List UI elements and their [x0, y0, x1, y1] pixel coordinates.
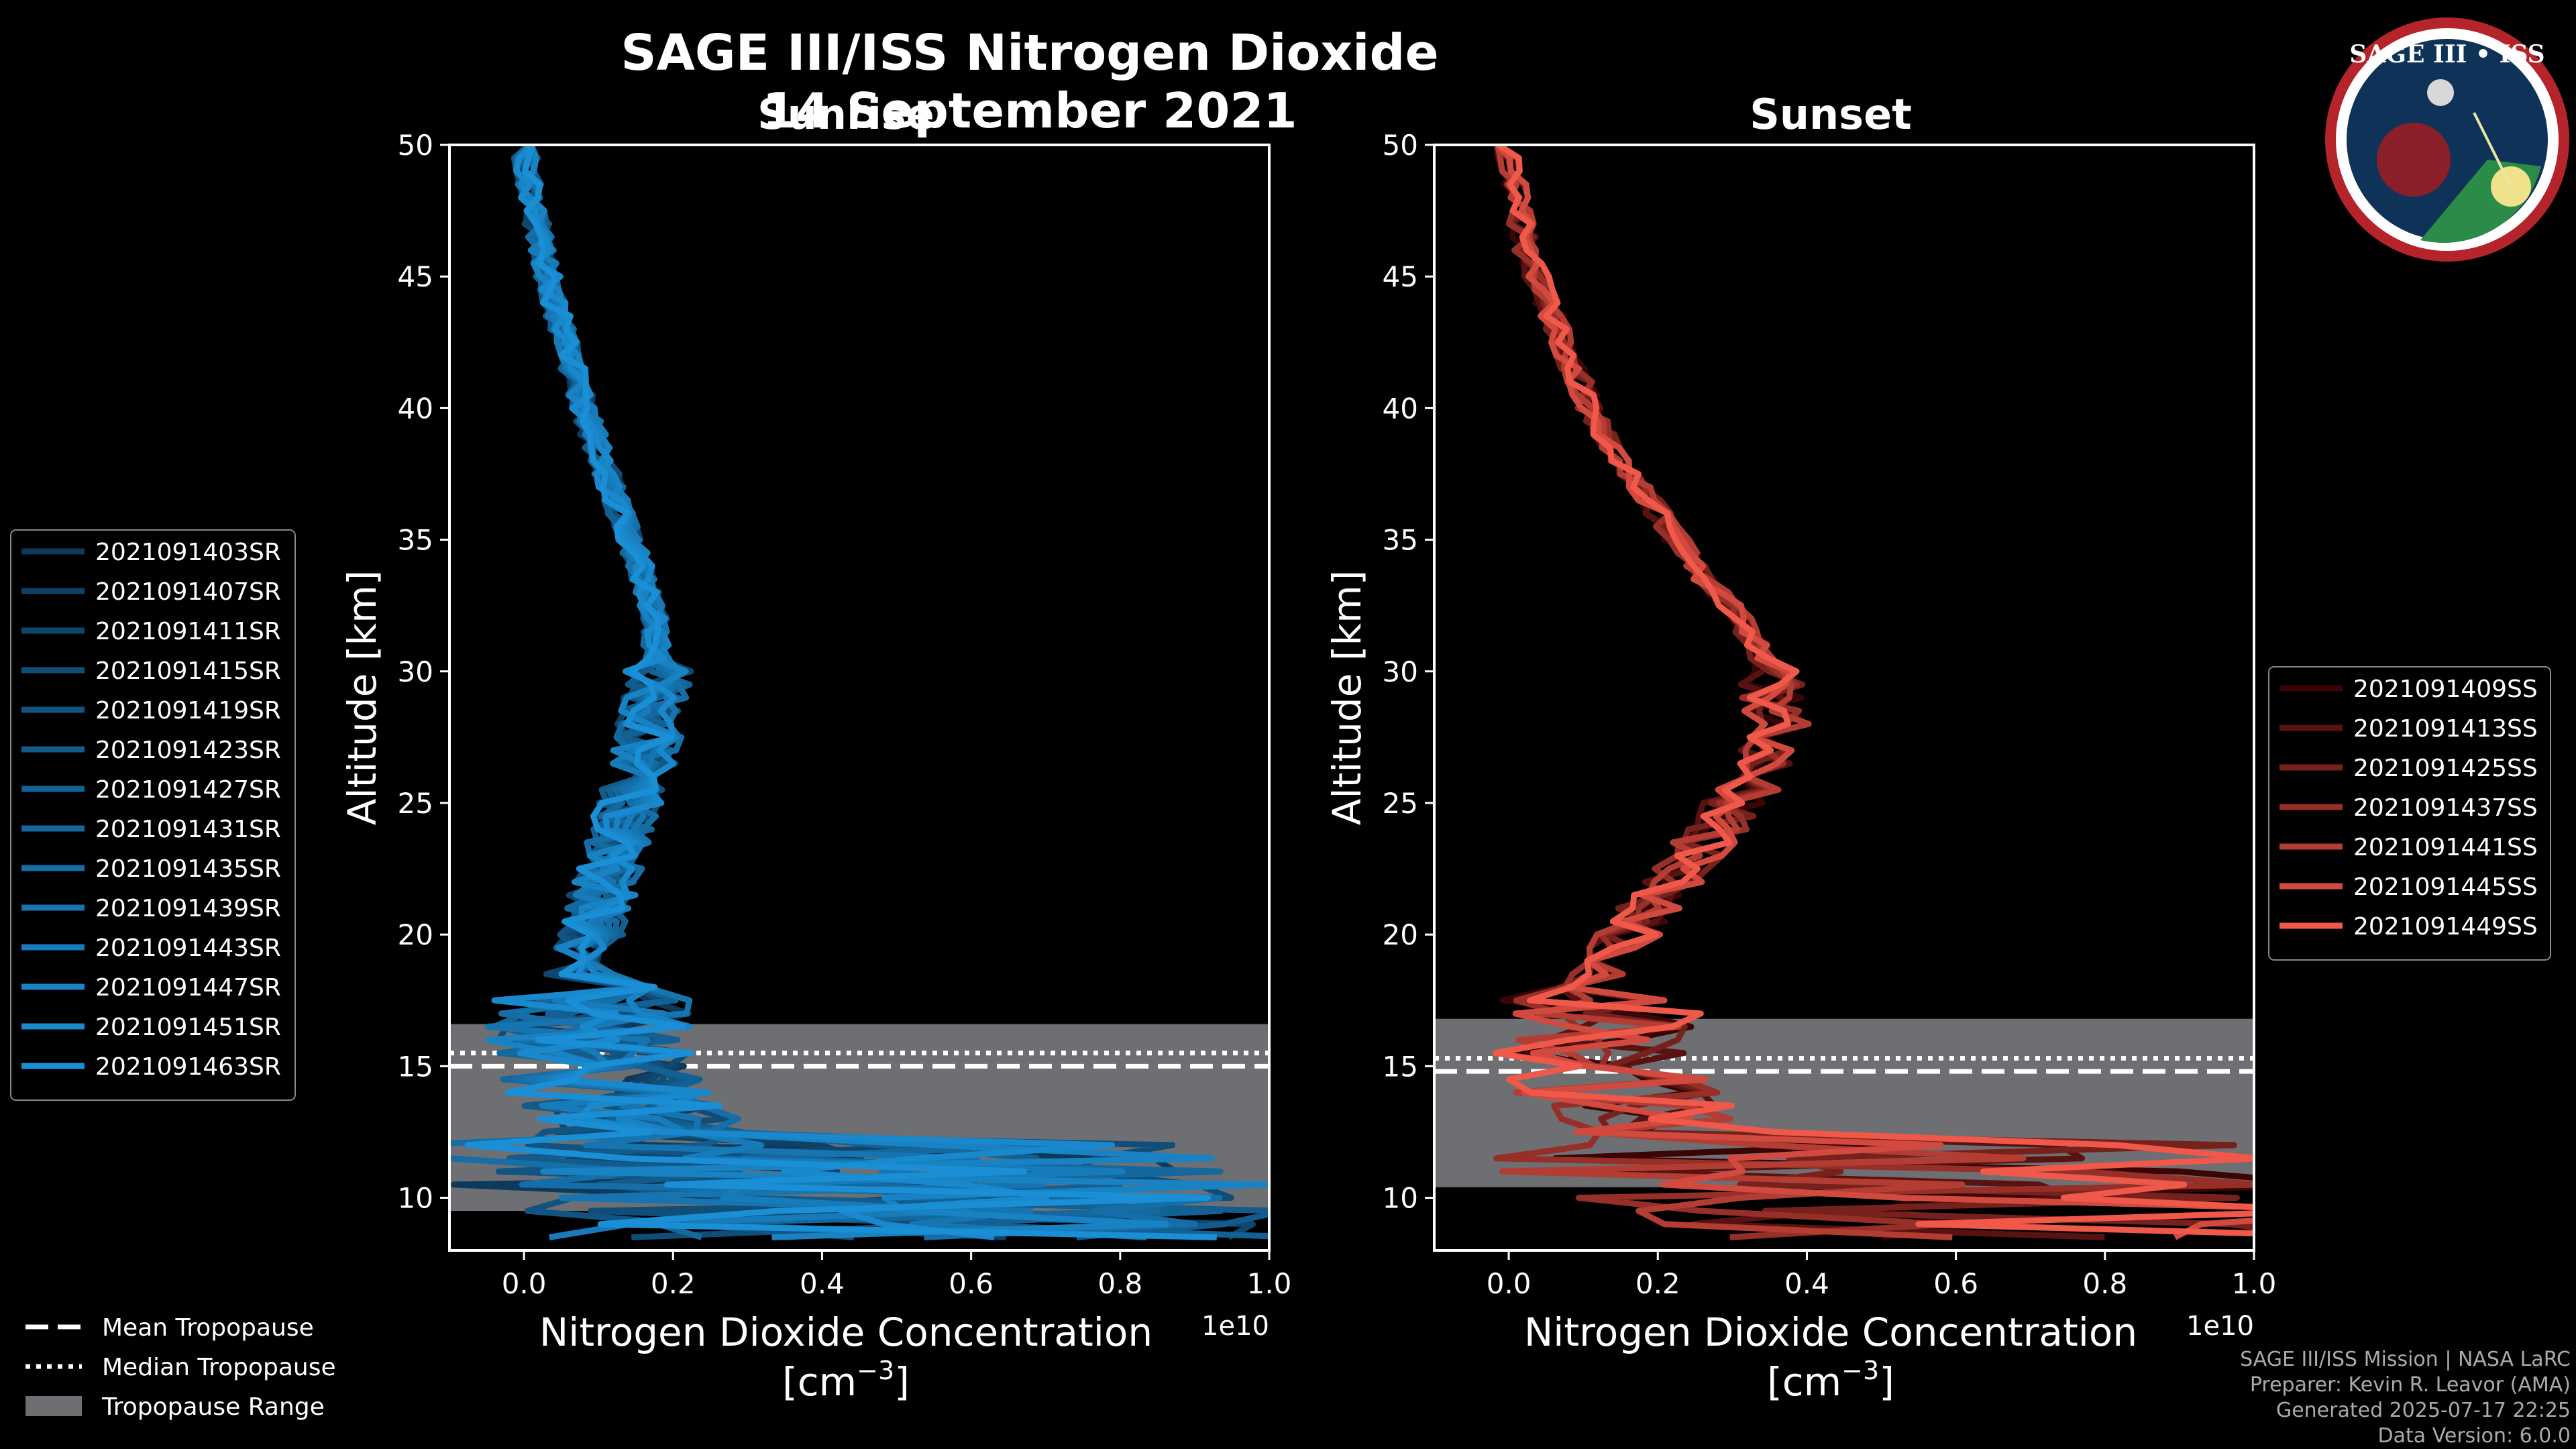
logo-beam [2473, 112, 2512, 187]
series-line [491, 145, 1116, 1240]
logo-figure [2377, 123, 2451, 197]
x-offset-label: 1e10 [2186, 1311, 2254, 1342]
y-tick-label: 45 [398, 260, 433, 293]
legend-label: Median Tropopause [102, 1354, 336, 1381]
chart-date: 14 September 2021 [762, 83, 1297, 139]
y-tick-label: 45 [1383, 260, 1418, 293]
legend-label: 2021091411SR [95, 618, 281, 645]
x-tick-label: 0.6 [949, 1267, 994, 1300]
panels: 0.0 0.2 0.4 0.6 0.8 1.0 10 15 20 25 30 35 40 45 50 1e10… [10, 90, 2551, 1405]
x-axis-unit-base: [cm [1767, 1359, 1841, 1405]
y-axis-label: Altitude [km] [1324, 570, 1370, 825]
credits: SAGE III/ISS Mission | NASA LaRC Prepare… [2240, 1348, 2571, 1448]
x-axis-unit-exponent: −3 [1841, 1356, 1879, 1385]
y-axis-label: Altitude [km] [339, 570, 385, 825]
x-axis-unit-close: ] [1879, 1359, 1894, 1405]
x-tick-label: 1.0 [1247, 1267, 1292, 1300]
plot-frame [448, 144, 1271, 1252]
y-tick-label: 10 [1383, 1182, 1418, 1215]
panel-sunset: 0.0 0.2 0.4 0.6 0.8 1.0 10 15 20 25 30 35 40 45 50 1e10… [1324, 90, 2551, 1405]
series-legend: 2021091403SR 2021091407SR 2021091411SR 2021… [10, 529, 296, 1101]
legend-label: 2021091451SR [95, 1014, 281, 1041]
legend-label: 2021091431SR [95, 816, 281, 843]
credit-line: SAGE III/ISS Mission | NASA LaRC [2240, 1348, 2571, 1371]
legend-label: 2021091445SS [2353, 873, 2538, 901]
tropopause-legend: Mean Tropopause Median Tropopause Tropopau… [25, 1314, 336, 1421]
legend-label: Mean Tropopause [102, 1314, 314, 1342]
logo-text: SAGE III • ISS [2349, 40, 2544, 68]
x-tick-label: 1.0 [2232, 1267, 2277, 1300]
x-axis-unit: [cm−3] [1767, 1356, 1894, 1405]
legend-label: 2021091441SS [2353, 834, 2538, 861]
y-tick-label: 25 [1383, 787, 1418, 820]
panel-subtitle: Sunset [1750, 90, 1912, 139]
legend-range-swatch [25, 1396, 82, 1416]
legend-label: 2021091415SR [95, 657, 281, 685]
legend-label: 2021091443SR [95, 934, 281, 962]
y-tick-label: 35 [398, 524, 433, 557]
y-tick-label: 40 [1383, 392, 1418, 425]
y-tick-label: 50 [1383, 129, 1418, 162]
x-tick-label: 0.2 [651, 1267, 696, 1300]
y-tick-label: 15 [398, 1050, 433, 1083]
series-legend: 2021091409SS 2021091413SS 2021091425SS 2021… [2268, 666, 2551, 961]
x-axis-label: Nitrogen Dioxide Concentration [1524, 1309, 2137, 1355]
x-tick-label: 0.8 [2082, 1267, 2127, 1300]
credit-line: Data Version: 6.0.0 [2378, 1424, 2571, 1448]
x-axis-unit: [cm−3] [782, 1356, 910, 1405]
x-tick-label: 0.8 [1097, 1267, 1142, 1300]
x-axis-unit-base: [cm [782, 1359, 857, 1405]
y-tick-label: 20 [1383, 918, 1418, 951]
series-line [1492, 145, 2254, 1237]
legend-label: 2021091439SR [95, 895, 281, 922]
plot-frame [1433, 144, 2255, 1252]
x-tick-label: 0.4 [1784, 1267, 1829, 1300]
profile-lines [1492, 145, 2254, 1240]
mission-logo: SAGE III • ISS [2325, 17, 2569, 262]
credit-line: Generated 2025-07-17 22:25 [2276, 1399, 2571, 1422]
legend-label: 2021091447SR [95, 974, 281, 1002]
y-tick-label: 30 [1383, 655, 1418, 688]
legend-label: 2021091427SR [95, 776, 281, 804]
x-axis-unit-exponent: −3 [857, 1356, 894, 1385]
y-tick-label: 10 [398, 1182, 433, 1215]
series-line [464, 145, 1217, 1240]
panel-sunrise: 0.0 0.2 0.4 0.6 0.8 1.0 10 15 20 25 30 35 40 45 50 1e10… [10, 90, 1292, 1405]
credit-line: Preparer: Kevin R. Leavor (AMA) [2250, 1373, 2571, 1397]
legend-label: 2021091403SR [95, 539, 281, 566]
x-tick-label: 0.0 [502, 1267, 547, 1300]
legend-label: 2021091407SR [95, 578, 281, 606]
legend-label: 2021091437SS [2353, 794, 2538, 822]
chart-title: SAGE III/ISS Nitrogen Dioxide [621, 24, 1438, 82]
x-tick-label: 0.4 [800, 1267, 845, 1300]
y-tick-label: 15 [1383, 1050, 1418, 1083]
y-tick-label: 20 [398, 918, 433, 951]
legend-label: 2021091435SR [95, 855, 281, 883]
legend-label: Tropopause Range [101, 1393, 325, 1421]
legend-label: 2021091463SR [95, 1053, 281, 1081]
legend-label: 2021091423SR [95, 737, 281, 764]
profile-lines [449, 145, 1269, 1240]
panel-subtitle: Sunrise [757, 90, 934, 139]
x-tick-label: 0.2 [1635, 1267, 1680, 1300]
legend-label: 2021091425SS [2353, 755, 2538, 782]
legend-label: 2021091413SS [2353, 715, 2538, 743]
x-axis-unit-close: ] [894, 1359, 910, 1405]
legend-label: 2021091409SS [2353, 676, 2538, 703]
x-offset-label: 1e10 [1201, 1311, 1269, 1342]
x-tick-label: 0.6 [1933, 1267, 1978, 1300]
logo-moon [2427, 79, 2454, 106]
x-tick-label: 0.0 [1487, 1267, 1532, 1300]
y-tick-label: 30 [398, 655, 433, 688]
y-tick-label: 35 [1383, 524, 1418, 557]
x-axis-label: Nitrogen Dioxide Concentration [539, 1309, 1152, 1355]
y-tick-label: 40 [398, 392, 433, 425]
legend-label: 2021091419SR [95, 697, 281, 724]
y-tick-label: 25 [398, 787, 433, 820]
y-tick-label: 50 [398, 129, 433, 162]
series-line [1495, 145, 2254, 1240]
legend-label: 2021091449SS [2353, 913, 2538, 941]
